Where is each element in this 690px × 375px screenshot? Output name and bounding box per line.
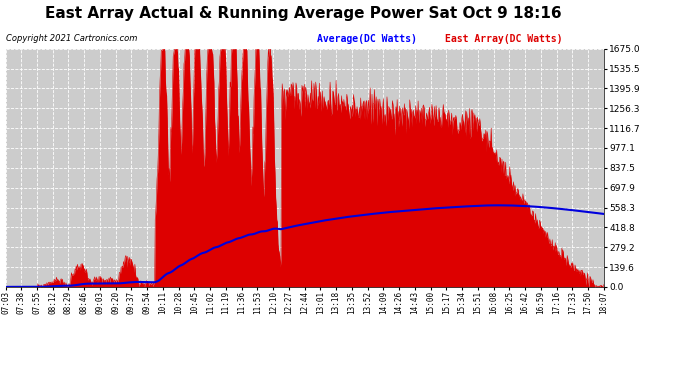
Text: Copyright 2021 Cartronics.com: Copyright 2021 Cartronics.com xyxy=(6,34,137,43)
Text: East Array Actual & Running Average Power Sat Oct 9 18:16: East Array Actual & Running Average Powe… xyxy=(46,6,562,21)
Text: East Array(DC Watts): East Array(DC Watts) xyxy=(445,34,562,44)
Text: Average(DC Watts): Average(DC Watts) xyxy=(317,34,417,44)
